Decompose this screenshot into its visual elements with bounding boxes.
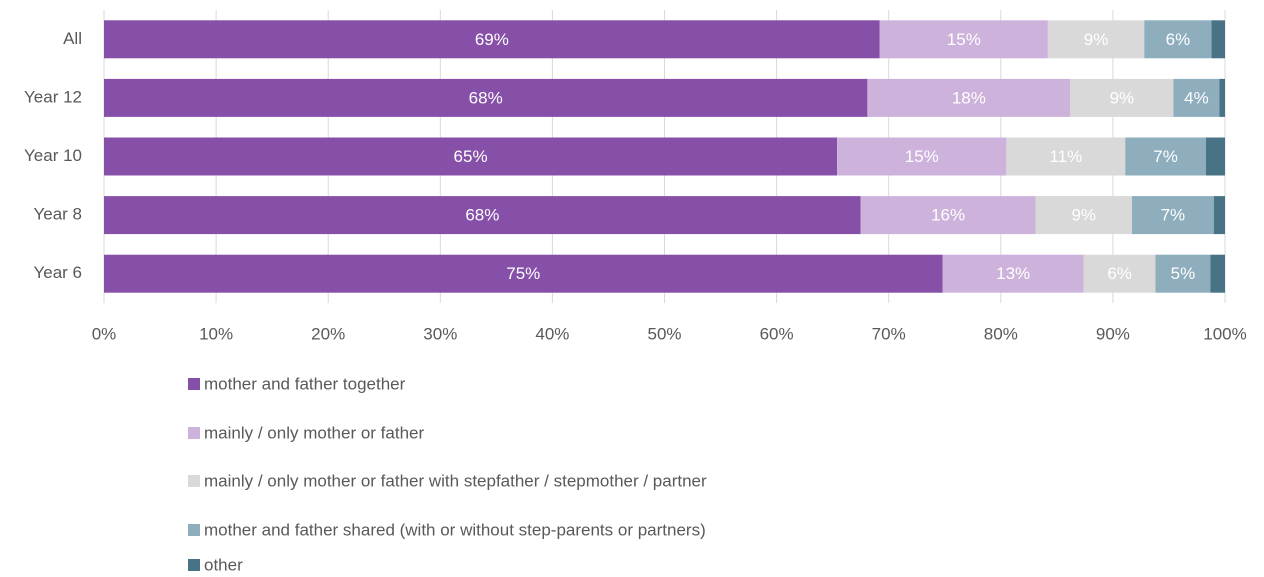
- legend-swatch: [188, 559, 200, 571]
- value-label: 11%: [1049, 147, 1082, 166]
- bar-segment: [104, 78, 868, 117]
- x-tick-label: 50%: [647, 324, 681, 343]
- bar-segment: [879, 20, 1048, 59]
- bar-segment: [1035, 196, 1132, 235]
- x-tick-label: 10%: [199, 324, 233, 343]
- bar-segment: [1211, 20, 1225, 59]
- y-tick-label: Year 6: [33, 263, 82, 282]
- legend-swatch: [188, 475, 200, 487]
- bar-segment: [104, 137, 838, 176]
- y-tick-label: All: [63, 29, 82, 48]
- value-label: 18%: [952, 88, 986, 107]
- bar-segment: [1173, 78, 1220, 117]
- legend-label: mainly / only mother or father with step…: [204, 471, 707, 490]
- bar-segment: [104, 196, 861, 235]
- value-label: 16%: [931, 206, 965, 225]
- value-label: 6%: [1166, 30, 1191, 49]
- bar-segment: [1083, 254, 1156, 293]
- value-label: 13%: [996, 264, 1030, 283]
- value-label: 69%: [475, 30, 509, 49]
- bar-segment: [837, 137, 1007, 176]
- bar-segment: [1125, 137, 1206, 176]
- value-label: 65%: [454, 147, 488, 166]
- legend-label: mainly / only mother or father: [204, 423, 424, 442]
- y-tick-label: Year 12: [24, 87, 82, 106]
- bar-segment: [104, 254, 943, 293]
- value-label: 6%: [1107, 264, 1132, 283]
- value-label: 9%: [1110, 88, 1135, 107]
- bar-segment: [1070, 78, 1174, 117]
- y-tick-label: Year 8: [33, 205, 82, 224]
- value-label: 68%: [469, 88, 503, 107]
- value-label: 9%: [1071, 206, 1096, 225]
- value-label: 68%: [465, 206, 499, 225]
- legend-swatch: [188, 378, 200, 390]
- x-tick-label: 80%: [984, 324, 1018, 343]
- bar-segment: [1144, 20, 1212, 59]
- x-tick-label: 70%: [872, 324, 906, 343]
- legend-label: mother and father shared (with or withou…: [204, 520, 706, 539]
- x-tick-label: 60%: [760, 324, 794, 343]
- bar-segment: [1205, 137, 1225, 176]
- x-tick-label: 90%: [1096, 324, 1130, 343]
- bar-segment: [104, 20, 880, 59]
- x-tick-label: 0%: [92, 324, 117, 343]
- value-label: 7%: [1161, 206, 1186, 225]
- value-label: 7%: [1153, 147, 1178, 166]
- legend-swatch: [188, 427, 200, 439]
- value-label: 9%: [1084, 30, 1109, 49]
- value-label: 15%: [947, 30, 981, 49]
- bar-segment: [942, 254, 1084, 293]
- bar-segment: [1219, 78, 1225, 117]
- legend-swatch: [188, 524, 200, 536]
- bar-segment: [860, 196, 1036, 235]
- bar-segment: [1210, 254, 1225, 293]
- bar-segment: [1006, 137, 1126, 176]
- legend-label: other: [204, 555, 243, 574]
- y-tick-label: Year 10: [24, 146, 82, 165]
- bar-segment: [1131, 196, 1214, 235]
- bar-segment: [867, 78, 1071, 117]
- x-tick-label: 30%: [423, 324, 457, 343]
- bar-segment: [1047, 20, 1145, 59]
- x-tick-label: 20%: [311, 324, 345, 343]
- x-tick-label: 100%: [1203, 324, 1246, 343]
- legend-label: mother and father together: [204, 374, 406, 393]
- bar-segment: [1213, 196, 1225, 235]
- value-label: 15%: [905, 147, 939, 166]
- value-label: 5%: [1171, 264, 1196, 283]
- value-label: 4%: [1184, 88, 1209, 107]
- value-label: 75%: [506, 264, 540, 283]
- x-tick-label: 40%: [535, 324, 569, 343]
- bar-segment: [1155, 254, 1211, 293]
